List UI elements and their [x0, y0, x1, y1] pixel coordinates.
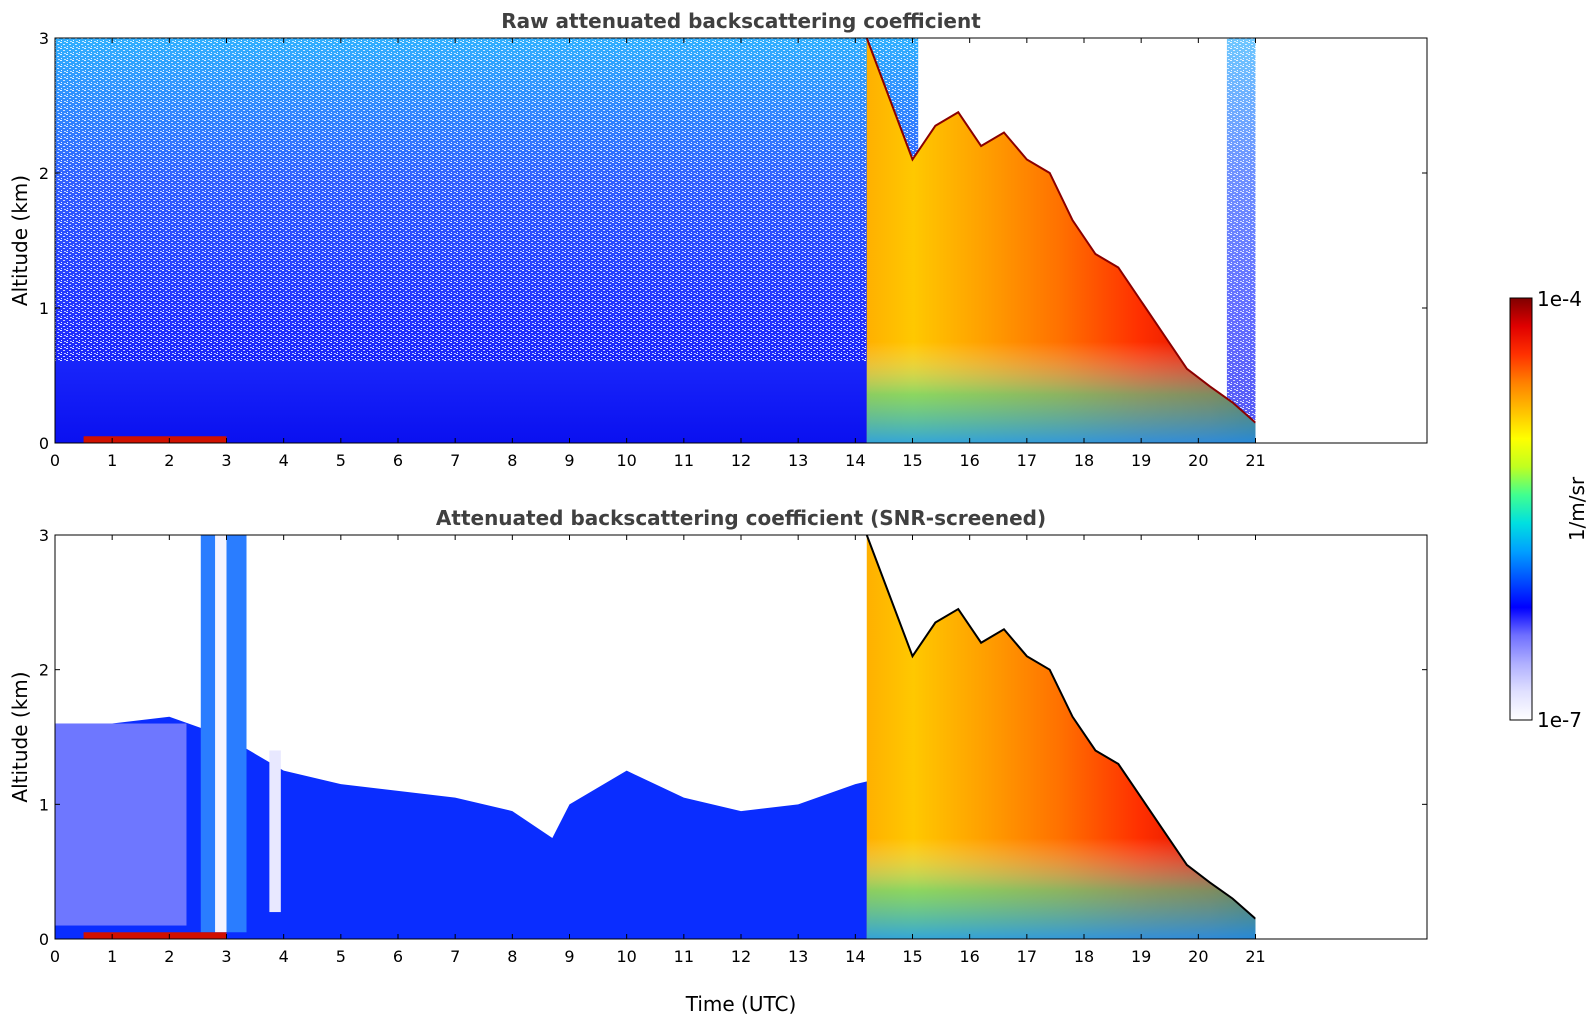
x-tick-label: 1 [107, 451, 117, 470]
x-tick-label: 4 [279, 451, 289, 470]
surface-layer [83, 932, 227, 939]
y-tick-label: 3 [39, 526, 49, 545]
x-tick-label: 1 [107, 947, 117, 966]
vertical-gap-2 [269, 750, 281, 913]
x-tick-label: 12 [731, 947, 751, 966]
x-tick-label: 15 [902, 451, 922, 470]
x-tick-label: 14 [845, 947, 865, 966]
x-tick-label: 9 [564, 947, 574, 966]
x-tick-label: 6 [393, 451, 403, 470]
x-tick-label: 4 [279, 947, 289, 966]
plot-area [55, 535, 1427, 939]
x-tick-label: 18 [1074, 947, 1094, 966]
colorbar: 1e-4 1e-7 1/m/sr [1509, 287, 1589, 732]
x-tick-label: 5 [336, 947, 346, 966]
plot-area [55, 38, 1427, 443]
x-tick-label: 11 [674, 451, 694, 470]
x-tick-label: 16 [959, 947, 979, 966]
colorbar-min-label: 1e-7 [1537, 708, 1582, 732]
no-data-region [1255, 535, 1427, 939]
x-tick-label: 0 [50, 947, 60, 966]
panel-screened: 0 1 2 3 4 5 6 7 8 9 10 11 12 13 14 15 16 17 18 19 20 210123At… [8, 506, 1428, 1016]
y-tick-label: 3 [39, 29, 49, 48]
x-tick-label: 20 [1188, 451, 1208, 470]
x-tick-label: 17 [1017, 451, 1037, 470]
vertical-gap [215, 535, 227, 933]
x-tick-label: 16 [959, 451, 979, 470]
x-tick-label: 13 [788, 947, 808, 966]
noise-overlay [55, 38, 919, 362]
x-tick-label: 6 [393, 947, 403, 966]
noise-overlay-right [1226, 38, 1256, 430]
x-tick-label: 10 [616, 947, 636, 966]
x-tick-label: 10 [616, 451, 636, 470]
x-tick-label: 19 [1131, 947, 1151, 966]
x-tick-label: 3 [221, 451, 231, 470]
y-tick-label: 1 [39, 299, 49, 318]
panel-raw: 0 1 2 3 4 5 6 7 8 9 10 11 12 13 14 15 16 17 18 19 20 210123Ra… [8, 9, 1428, 470]
x-tick-label: 11 [674, 947, 694, 966]
x-tick-label: 13 [788, 451, 808, 470]
x-tick-label: 17 [1017, 947, 1037, 966]
y-tick-label: 0 [39, 930, 49, 949]
x-tick-label: 2 [164, 451, 174, 470]
cloud-top-edge [865, 535, 1257, 920]
cloud-base-shading [866, 535, 1256, 939]
x-tick-label: 7 [450, 451, 460, 470]
x-tick-label: 0 [50, 451, 60, 470]
colorbar-max-label: 1e-4 [1537, 287, 1582, 311]
surface-layer [83, 436, 227, 443]
chart-title: Raw attenuated backscattering coefficien… [501, 9, 981, 33]
x-tick-label: 15 [902, 947, 922, 966]
x-tick-label: 21 [1245, 451, 1265, 470]
x-tick-label: 14 [845, 451, 865, 470]
x-tick-label: 21 [1245, 947, 1265, 966]
x-tick-label: 9 [564, 451, 574, 470]
y-tick-label: 2 [39, 164, 49, 183]
x-tick-label: 8 [507, 451, 517, 470]
y-tick-label: 2 [39, 661, 49, 680]
x-tick-label: 18 [1074, 451, 1094, 470]
x-tick-label: 12 [731, 451, 751, 470]
x-axis-label: Time (UTC) [685, 992, 797, 1016]
y-tick-label: 1 [39, 795, 49, 814]
y-tick-label: 0 [39, 434, 49, 453]
x-tick-label: 20 [1188, 947, 1208, 966]
x-tick-label: 2 [164, 947, 174, 966]
x-tick-label: 19 [1131, 451, 1151, 470]
no-data-region [1255, 38, 1427, 443]
x-tick-label: 7 [450, 947, 460, 966]
x-tick-label: 8 [507, 947, 517, 966]
y-axis-label: Altitude (km) [8, 175, 32, 306]
colorbar-unit-label: 1/m/sr [1565, 476, 1589, 541]
x-tick-label: 5 [336, 451, 346, 470]
colorbar-bar [1509, 297, 1533, 721]
aerosol-pale-region [55, 723, 187, 926]
y-axis-label: Altitude (km) [8, 671, 32, 802]
cloud-top-edge [865, 38, 1257, 424]
chart-title: Attenuated backscattering coefficient (S… [436, 506, 1046, 530]
x-tick-label: 3 [221, 947, 231, 966]
cloud-base-shading [866, 38, 1256, 443]
